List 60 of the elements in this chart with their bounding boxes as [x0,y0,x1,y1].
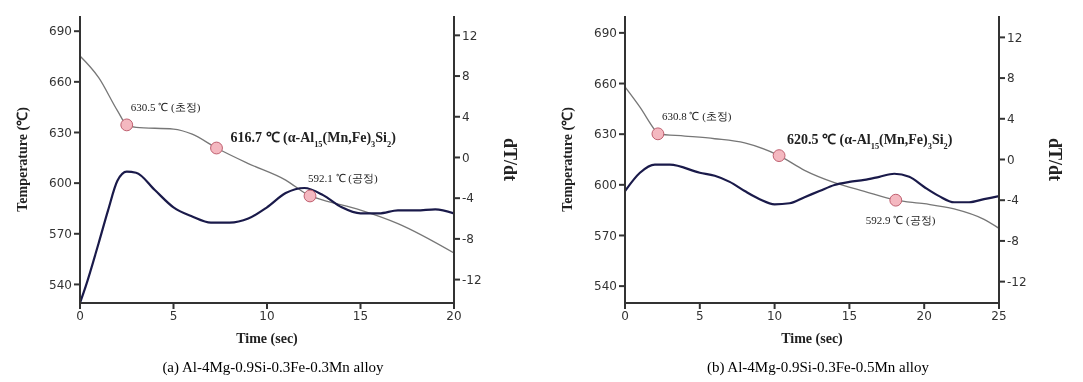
x-axis-title: Time (sec) [781,331,844,347]
y2-tick-label: -12 [1007,274,1027,289]
line-series [80,55,454,254]
y2-tick-label: 4 [462,110,470,125]
annotation: 616.7 ℃ (α-Al$_{15}$(Mn,Fe)$_{3}$Si$_{2}$) [230,130,397,149]
y-axis-title: Temperature (℃) [14,106,31,212]
y2-tick-label: -8 [1007,234,1019,249]
y-tick-label: 690 [49,24,72,39]
x-axis-title: Time (sec) [236,331,299,347]
y2-tick-label: 8 [462,69,470,84]
annotation: 592.1 ℃ (공정) [308,171,378,185]
text: (b) Al-4Mg-0.9Si-0.3Fe-0.5Mn alloy [705,359,931,376]
annotation: 620.5 ℃ (α-Al$_{15}$(Mn,Fe)$_{3}$Si$_{2}$) [787,131,953,151]
y2-tick-label: 8 [1007,71,1015,86]
y-axis-title: Temperature (℃) [559,106,576,212]
y2-tick-label: 0 [462,150,470,165]
y-tick-label: 570 [49,227,72,242]
x-tick-label: 5 [169,308,178,323]
y-tick-label: 690 [594,26,617,41]
annotation: 630.5 ℃ (초정) [130,100,201,114]
y2-tick-label: 12 [1007,30,1023,45]
x-tick-label: 15 [352,308,369,323]
y2-tick-label: -4 [462,191,474,206]
x-tick-label: 25 [991,308,1007,323]
point [772,149,786,163]
y-tick-label: 600 [49,176,72,191]
x-tick-label: 5 [695,308,704,323]
y2-tick-label: -8 [462,232,474,247]
annotation: 630.8 ℃ (초정) [661,109,732,123]
y2-axis-title: dT/dt [499,137,520,182]
y2-tick-label: -4 [1007,193,1019,208]
point [303,189,317,203]
y-tick-label: 600 [594,178,617,193]
annotation: 592.9 ℃ (공정) [865,214,936,228]
y2-axis-title: dT/dt [1044,137,1065,182]
y-tick-label: 660 [594,76,617,91]
line-series [625,86,999,230]
x-tick-label: 20 [446,308,462,323]
point [651,127,665,141]
x-tick-label: 10 [259,308,275,323]
point [210,141,223,155]
y-tick-label: 540 [594,279,617,294]
y-tick-label: 570 [594,228,617,243]
y-tick-label: 630 [49,125,72,140]
x-tick-label: 20 [916,308,932,323]
y2-tick-label: 4 [1007,112,1015,127]
y2-tick-label: 0 [1007,152,1015,167]
point [120,118,134,132]
point [889,193,903,207]
x-tick-label: 0 [76,308,84,323]
x-tick-label: 0 [621,308,629,323]
y-tick-label: 660 [49,75,72,90]
line-series [625,163,999,206]
x-tick-label: 15 [841,308,858,323]
y-tick-label: 540 [49,277,72,292]
y2-tick-label: -12 [462,272,482,287]
y2-tick-label: 12 [462,28,478,43]
text: (a) Al-4Mg-0.9Si-0.3Fe-0.3Mn alloy [161,359,385,376]
y-tick-label: 630 [594,127,617,142]
x-tick-label: 10 [766,308,783,323]
